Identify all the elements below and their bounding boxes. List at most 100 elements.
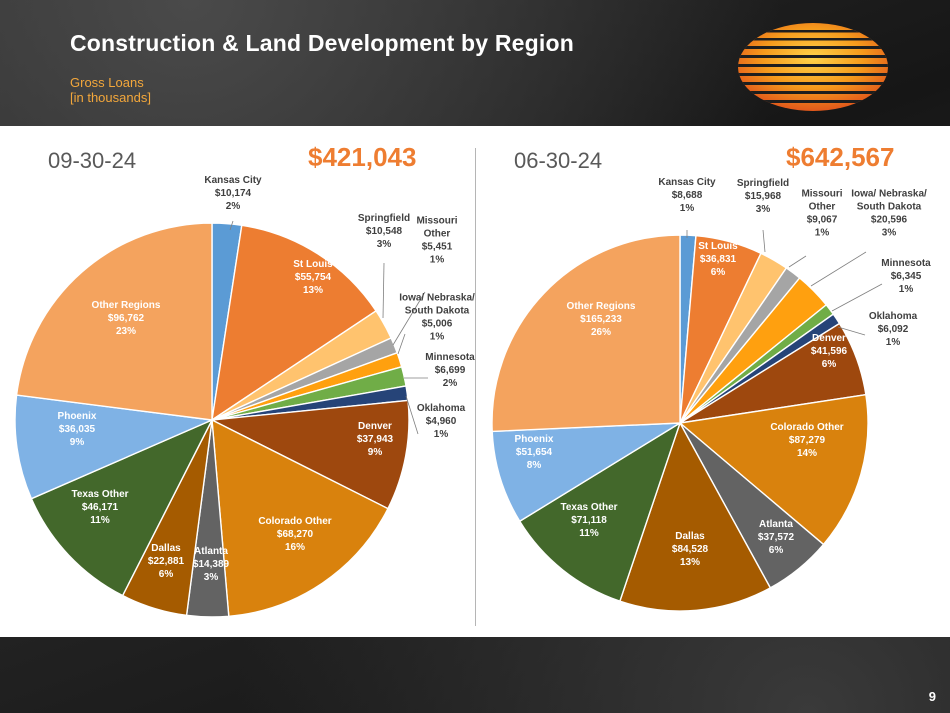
- slide-subtitle: Gross Loans [in thousands]: [70, 75, 151, 105]
- leader-line-iowa-nebraska-south-dakota: [397, 333, 406, 355]
- region-name: Other Regions: [92, 300, 161, 311]
- subtitle-line-2: [in thousands]: [70, 90, 151, 105]
- leader-line-springfield: [762, 229, 766, 253]
- region-percent: 3%: [204, 572, 219, 583]
- region-name: Other: [809, 202, 836, 213]
- region-amount: $6,092: [878, 324, 909, 335]
- region-name: Colorado Other: [770, 422, 843, 433]
- region-amount: $36,831: [700, 254, 737, 265]
- region-percent: 1%: [899, 284, 914, 295]
- region-percent: 14%: [797, 448, 817, 459]
- data-label-colorado-other: Colorado Other $87,279 14%: [770, 422, 843, 459]
- region-amount: $6,345: [891, 271, 922, 282]
- region-amount: $5,006: [422, 319, 453, 330]
- region-percent: 6%: [769, 545, 784, 556]
- data-label-atlanta: Atlanta $14,389 3%: [193, 546, 230, 583]
- region-percent: 23%: [116, 326, 136, 337]
- region-amount: $41,596: [811, 346, 848, 357]
- region-name: Minnesota: [881, 258, 931, 269]
- region-name: Colorado Other: [258, 516, 331, 527]
- region-amount: $84,528: [672, 544, 709, 555]
- region-amount: $20,596: [871, 215, 908, 226]
- region-name: St Louis: [293, 259, 333, 270]
- region-amount: $37,572: [758, 532, 795, 543]
- region-amount: $165,233: [580, 314, 622, 325]
- data-label-denver: Denver $41,596 6%: [811, 333, 848, 370]
- region-name: Atlanta: [194, 546, 228, 557]
- region-percent: 1%: [680, 203, 695, 214]
- region-name: Springfield: [737, 178, 789, 189]
- region-amount: $36,035: [59, 424, 96, 435]
- leader-line-missouri-other: [788, 255, 807, 268]
- slice-texas-other: [30, 418, 214, 597]
- data-label-phoenix: Phoenix $36,035 9%: [58, 411, 97, 448]
- pie-chart-right: Kansas City $8,688 1% St Louis $36,831 6% Spri…: [491, 177, 931, 612]
- region-percent: 6%: [711, 267, 726, 278]
- region-percent: 6%: [159, 569, 174, 580]
- data-label-phoenix: Phoenix $51,654 8%: [515, 434, 554, 471]
- data-label-springfield: Springfield $15,968 3%: [737, 178, 789, 215]
- slice-texas-other: [518, 421, 682, 603]
- region-amount: $14,389: [193, 559, 230, 570]
- slice-other-regions: [491, 234, 681, 433]
- data-label-st-louis: St Louis $36,831 6%: [698, 241, 738, 278]
- region-amount: $68,270: [277, 529, 314, 540]
- region-amount: $10,174: [215, 188, 252, 199]
- subtitle-line-1: Gross Loans: [70, 75, 144, 90]
- page-number: 9: [928, 689, 936, 704]
- region-percent: 16%: [285, 542, 305, 553]
- region-name: South Dakota: [857, 202, 922, 213]
- region-amount: $8,688: [672, 190, 703, 201]
- leader-line-oklahoma: [405, 395, 419, 435]
- data-label-texas-other: Texas Other $46,171 11%: [71, 489, 128, 526]
- region-percent: 2%: [443, 378, 458, 389]
- region-amount: $15,968: [745, 191, 782, 202]
- region-name: Iowa/ Nebraska/: [399, 293, 475, 304]
- region-percent: 1%: [886, 337, 901, 348]
- region-amount: $10,548: [366, 226, 403, 237]
- leader-line-springfield: [382, 262, 385, 319]
- region-percent: 6%: [822, 359, 837, 370]
- region-name: Texas Other: [560, 502, 617, 513]
- data-label-oklahoma: Oklahoma $6,092 1%: [869, 311, 918, 348]
- region-name: Denver: [812, 333, 846, 344]
- sun-logo-icon: [738, 23, 888, 111]
- panel-divider: [475, 148, 476, 626]
- data-label-oklahoma: Oklahoma $4,960 1%: [417, 403, 466, 440]
- right-period-label: 06-30-24: [514, 148, 603, 173]
- slice-st-louis: [211, 224, 378, 422]
- region-percent: 3%: [882, 228, 897, 239]
- data-label-missouri-other: Missouri Other $9,067 1%: [801, 189, 842, 239]
- left-period-label: 09-30-24: [48, 148, 137, 173]
- region-name: Texas Other: [71, 489, 128, 500]
- region-percent: 11%: [90, 515, 110, 526]
- region-name: Dallas: [675, 531, 705, 542]
- region-name: Minnesota: [425, 352, 475, 363]
- region-percent: 26%: [591, 327, 611, 338]
- region-name: Kansas City: [658, 177, 716, 188]
- region-name: Missouri: [416, 216, 457, 227]
- region-name: Other Regions: [567, 301, 636, 312]
- region-percent: 9%: [368, 447, 383, 458]
- data-label-kansas-city: Kansas City $10,174 2%: [204, 175, 262, 212]
- region-percent: 2%: [226, 201, 241, 212]
- region-amount: $4,960: [426, 416, 457, 427]
- data-label-kansas-city: Kansas City $8,688 1%: [658, 177, 716, 214]
- data-label-atlanta: Atlanta $37,572 6%: [758, 519, 795, 556]
- region-name: Oklahoma: [869, 311, 918, 322]
- region-name: Missouri: [801, 189, 842, 200]
- leader-line-oklahoma: [837, 326, 866, 336]
- region-percent: 8%: [527, 460, 542, 471]
- leader-line-kansas-city: [229, 220, 234, 231]
- region-name: Phoenix: [515, 434, 554, 445]
- data-label-iowa-nebraska-south-dakota: Iowa/ Nebraska/South Dakota $20,596 3%: [851, 189, 927, 239]
- region-percent: 9%: [70, 437, 85, 448]
- leader-line-minnesota: [831, 283, 883, 312]
- right-total-label: $642,567: [786, 142, 895, 172]
- leader-line-iowa-nebraska-south-dakota: [810, 251, 867, 287]
- data-label-dallas: Dallas $84,528 13%: [672, 531, 709, 568]
- left-total-label: $421,043: [308, 142, 417, 172]
- data-label-minnesota: Minnesota $6,345 1%: [881, 258, 931, 295]
- region-percent: 1%: [430, 332, 445, 343]
